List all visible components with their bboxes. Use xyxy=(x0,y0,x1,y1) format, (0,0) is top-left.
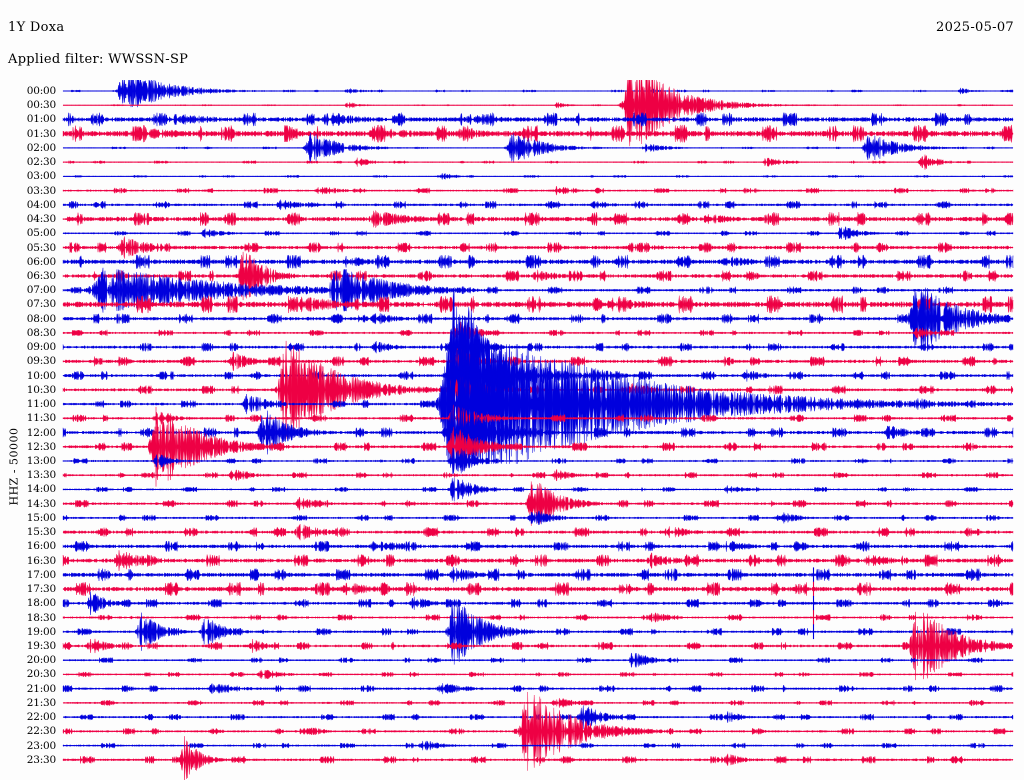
time-label: 07:30 xyxy=(26,298,56,311)
time-label: 17:00 xyxy=(26,568,56,581)
trace-row xyxy=(62,80,1014,108)
time-label: 12:30 xyxy=(26,440,56,453)
time-label: 21:30 xyxy=(26,696,56,709)
time-label: 22:00 xyxy=(26,711,56,724)
time-label: 11:30 xyxy=(26,412,56,425)
time-label: 09:30 xyxy=(26,355,56,368)
time-label: 20:30 xyxy=(26,668,56,681)
time-label: 04:00 xyxy=(26,198,56,211)
time-label: 23:30 xyxy=(26,753,56,766)
time-label: 15:30 xyxy=(26,526,56,539)
seismogram-traces xyxy=(62,80,1014,780)
time-label: 02:00 xyxy=(26,141,56,154)
time-label: 19:00 xyxy=(26,625,56,638)
time-label: 16:00 xyxy=(26,540,56,553)
time-label: 02:30 xyxy=(26,156,56,169)
time-label: 14:00 xyxy=(26,483,56,496)
time-label: 05:00 xyxy=(26,227,56,240)
time-label: 17:30 xyxy=(26,583,56,596)
time-label: 18:00 xyxy=(26,597,56,610)
time-label: 13:00 xyxy=(26,454,56,467)
time-label: 13:30 xyxy=(26,469,56,482)
time-label: 15:00 xyxy=(26,511,56,524)
time-label: 06:30 xyxy=(26,269,56,282)
time-label: 06:00 xyxy=(26,255,56,268)
time-label: 01:00 xyxy=(26,113,56,126)
time-label: 09:00 xyxy=(26,341,56,354)
date-label: 2025-05-07 xyxy=(936,20,1014,35)
time-label: 08:00 xyxy=(26,312,56,325)
time-label: 03:00 xyxy=(26,170,56,183)
time-label: 07:00 xyxy=(26,284,56,297)
time-label: 20:00 xyxy=(26,654,56,667)
time-label: 03:30 xyxy=(26,184,56,197)
time-label: 14:30 xyxy=(26,497,56,510)
time-label: 10:00 xyxy=(26,369,56,382)
time-label: 18:30 xyxy=(26,611,56,624)
time-label: 12:00 xyxy=(26,426,56,439)
time-label: 05:30 xyxy=(26,241,56,254)
time-label: 04:30 xyxy=(26,213,56,226)
time-label: 23:00 xyxy=(26,739,56,752)
time-axis: HHZ - 50000 00:00 00:30 01:00 01:30 02:00 02:… xyxy=(0,80,62,780)
applied-filter-label: Applied filter: WWSSN-SP xyxy=(8,52,189,67)
trace-plot-area xyxy=(0,80,1024,780)
time-label: 21:00 xyxy=(26,682,56,695)
time-label: 10:30 xyxy=(26,383,56,396)
time-label: 16:30 xyxy=(26,554,56,567)
time-label: 00:30 xyxy=(26,99,56,112)
station-title: 1Y Doxa xyxy=(8,20,65,35)
time-label: 08:30 xyxy=(26,326,56,339)
time-label: 22:30 xyxy=(26,725,56,738)
time-label: 00:00 xyxy=(26,85,56,97)
time-label: 11:00 xyxy=(26,398,56,411)
time-label: 19:30 xyxy=(26,639,56,652)
time-label: 01:30 xyxy=(26,127,56,140)
